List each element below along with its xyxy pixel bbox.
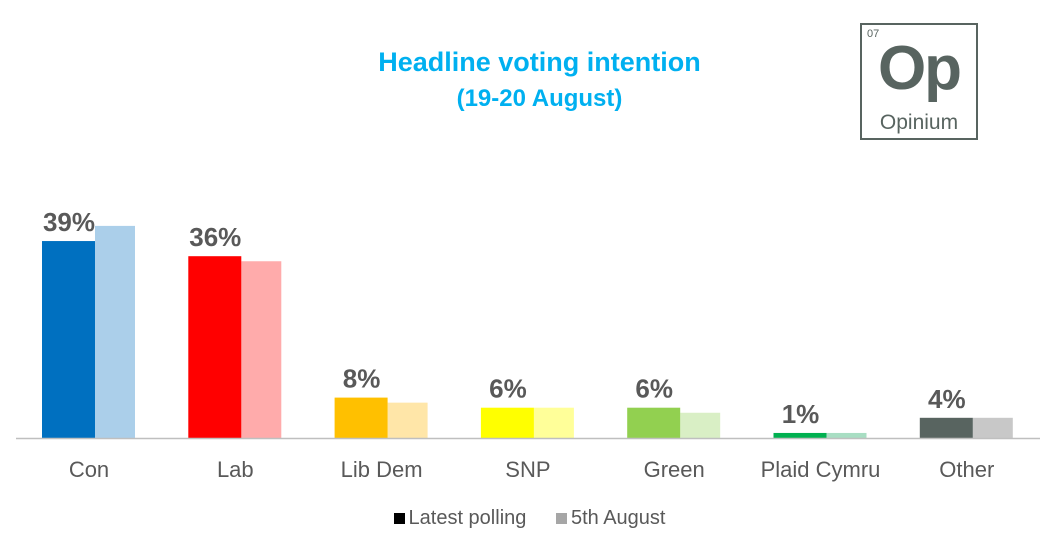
logo-symbol: Op xyxy=(877,34,962,103)
bar-latest-other xyxy=(919,417,973,438)
logo-number: 07 xyxy=(867,28,880,40)
legend-item-latest: Latest polling xyxy=(393,507,527,529)
legend-label: Latest polling xyxy=(408,507,527,529)
x-tick-label: Other xyxy=(939,457,994,482)
x-tick-label: Plaid Cymru xyxy=(761,457,881,482)
legend-swatch xyxy=(393,513,405,524)
data-label: 1% xyxy=(782,399,820,429)
legend-item-previous: 5th August xyxy=(555,507,666,529)
bar-previous-plaid-cymru xyxy=(826,432,867,438)
x-tick-label: Con xyxy=(69,457,109,482)
bar-previous-other xyxy=(972,417,1013,438)
data-label: 4% xyxy=(928,384,966,414)
bar-previous-lab xyxy=(241,261,282,438)
bar-previous-snp xyxy=(533,407,574,438)
x-tick-label: Lib Dem xyxy=(341,457,423,482)
data-label: 6% xyxy=(635,374,673,404)
bar-previous-con xyxy=(95,225,135,438)
bar-latest-snp xyxy=(480,407,534,438)
legend-swatch xyxy=(555,513,567,524)
chart-title: Headline voting intention xyxy=(378,47,701,77)
data-label: 36% xyxy=(189,222,241,252)
x-tick-label: SNP xyxy=(505,457,550,482)
bar-latest-con xyxy=(42,241,95,438)
x-tick-label: Lab xyxy=(217,457,254,482)
bar-latest-lab xyxy=(188,256,242,438)
chart-subtitle: (19-20 August) xyxy=(456,85,623,112)
x-tick-label: Green xyxy=(644,457,705,482)
logo-name: Opinium xyxy=(879,111,959,134)
bar-latest-lib-dem xyxy=(334,397,388,438)
data-label: 8% xyxy=(343,364,381,394)
bar-latest-green xyxy=(627,407,681,438)
bar-previous-green xyxy=(680,412,721,438)
legend: Latest polling 5th August xyxy=(0,507,1059,530)
bar-previous-lib-dem xyxy=(387,402,428,438)
opinium-logo: 07 Op Opinium xyxy=(860,23,978,140)
bar-latest-plaid-cymru xyxy=(773,432,827,438)
data-label: 39% xyxy=(43,207,95,237)
data-label: 6% xyxy=(489,374,527,404)
legend-label: 5th August xyxy=(570,507,666,529)
